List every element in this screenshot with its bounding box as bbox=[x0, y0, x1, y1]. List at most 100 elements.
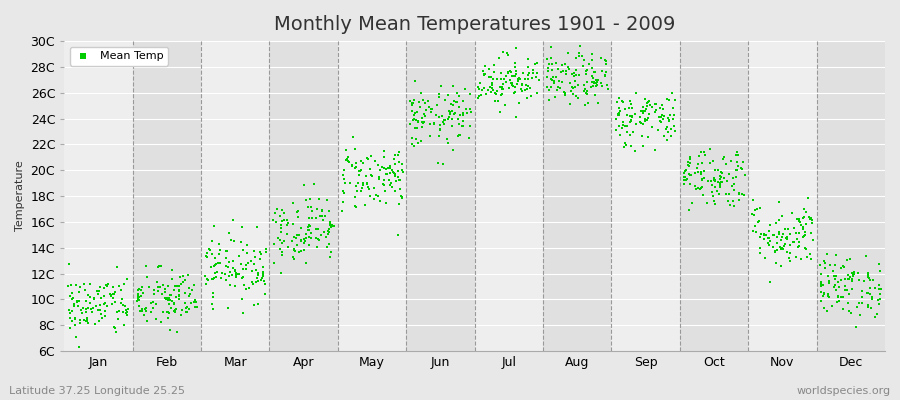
Mean Temp bbox=[304, 204, 319, 211]
Mean Temp bbox=[575, 52, 590, 59]
Mean Temp bbox=[845, 273, 859, 280]
Mean Temp bbox=[731, 162, 745, 169]
Mean Temp bbox=[206, 294, 220, 300]
Mean Temp bbox=[335, 208, 349, 214]
Mean Temp bbox=[487, 69, 501, 76]
Mean Temp bbox=[595, 68, 609, 75]
Mean Temp bbox=[872, 282, 886, 288]
Mean Temp bbox=[695, 184, 709, 190]
Mean Temp bbox=[386, 155, 400, 162]
Mean Temp bbox=[186, 282, 201, 288]
Mean Temp bbox=[382, 164, 396, 171]
Mean Temp bbox=[570, 72, 584, 78]
Mean Temp bbox=[235, 224, 249, 230]
Mean Temp bbox=[752, 218, 767, 224]
Mean Temp bbox=[418, 100, 432, 106]
Mean Temp bbox=[713, 182, 727, 188]
Mean Temp bbox=[587, 79, 601, 86]
Mean Temp bbox=[496, 49, 510, 55]
Mean Temp bbox=[834, 265, 849, 271]
Bar bbox=[748, 41, 816, 351]
Mean Temp bbox=[338, 146, 353, 153]
Mean Temp bbox=[620, 112, 634, 118]
Mean Temp bbox=[310, 206, 325, 212]
Mean Temp bbox=[130, 298, 144, 304]
Mean Temp bbox=[140, 263, 154, 270]
Mean Temp bbox=[723, 202, 737, 208]
Mean Temp bbox=[98, 313, 112, 319]
Mean Temp bbox=[567, 73, 581, 79]
Mean Temp bbox=[256, 264, 270, 270]
Bar bbox=[338, 41, 406, 351]
Mean Temp bbox=[844, 276, 859, 282]
Mean Temp bbox=[286, 254, 301, 260]
Mean Temp bbox=[832, 293, 846, 299]
Mean Temp bbox=[637, 116, 652, 122]
Mean Temp bbox=[86, 294, 101, 301]
Mean Temp bbox=[167, 286, 182, 293]
Mean Temp bbox=[611, 111, 625, 118]
Mean Temp bbox=[544, 60, 559, 67]
Mean Temp bbox=[775, 213, 789, 219]
Mean Temp bbox=[76, 305, 90, 311]
Mean Temp bbox=[322, 254, 337, 260]
Mean Temp bbox=[804, 216, 818, 222]
Mean Temp bbox=[615, 125, 629, 131]
Mean Temp bbox=[581, 100, 596, 106]
Mean Temp bbox=[441, 116, 455, 122]
Mean Temp bbox=[253, 248, 267, 255]
Mean Temp bbox=[165, 276, 179, 282]
Mean Temp bbox=[463, 90, 477, 97]
Mean Temp bbox=[452, 121, 466, 128]
Mean Temp bbox=[861, 302, 876, 308]
Mean Temp bbox=[850, 303, 864, 310]
Mean Temp bbox=[256, 273, 270, 280]
Mean Temp bbox=[562, 101, 577, 107]
Mean Temp bbox=[609, 116, 624, 123]
Mean Temp bbox=[227, 238, 241, 244]
Mean Temp bbox=[712, 191, 726, 198]
Mean Temp bbox=[667, 112, 681, 118]
Mean Temp bbox=[316, 217, 330, 224]
Mean Temp bbox=[185, 287, 200, 293]
Mean Temp bbox=[79, 316, 94, 323]
Mean Temp bbox=[553, 85, 567, 92]
Mean Temp bbox=[558, 90, 572, 96]
Mean Temp bbox=[598, 72, 612, 78]
Mean Temp bbox=[734, 190, 749, 197]
Mean Temp bbox=[564, 84, 579, 90]
Mean Temp bbox=[407, 97, 421, 103]
Mean Temp bbox=[758, 255, 772, 262]
Mean Temp bbox=[793, 218, 807, 225]
Mean Temp bbox=[474, 86, 489, 93]
Mean Temp bbox=[310, 243, 324, 250]
Mean Temp bbox=[752, 234, 767, 240]
Mean Temp bbox=[86, 305, 100, 311]
Mean Temp bbox=[696, 192, 710, 198]
Mean Temp bbox=[612, 123, 626, 129]
Mean Temp bbox=[865, 296, 879, 302]
Mean Temp bbox=[832, 298, 846, 304]
Mean Temp bbox=[408, 125, 422, 132]
Mean Temp bbox=[165, 305, 179, 312]
Mean Temp bbox=[410, 125, 424, 132]
Mean Temp bbox=[598, 69, 613, 76]
Bar bbox=[474, 41, 543, 351]
Mean Temp bbox=[544, 54, 558, 61]
Mean Temp bbox=[391, 174, 405, 180]
Mean Temp bbox=[182, 293, 196, 299]
Mean Temp bbox=[113, 286, 128, 293]
Mean Temp bbox=[65, 308, 79, 314]
Mean Temp bbox=[565, 70, 580, 77]
Mean Temp bbox=[559, 71, 573, 77]
Mean Temp bbox=[377, 148, 392, 154]
Mean Temp bbox=[77, 286, 92, 293]
Mean Temp bbox=[821, 273, 835, 279]
Mean Temp bbox=[515, 81, 529, 87]
Mean Temp bbox=[580, 79, 594, 85]
Mean Temp bbox=[304, 234, 319, 241]
Mean Temp bbox=[568, 78, 582, 85]
Mean Temp bbox=[238, 286, 253, 292]
Mean Temp bbox=[517, 70, 531, 76]
Mean Temp bbox=[158, 295, 173, 301]
